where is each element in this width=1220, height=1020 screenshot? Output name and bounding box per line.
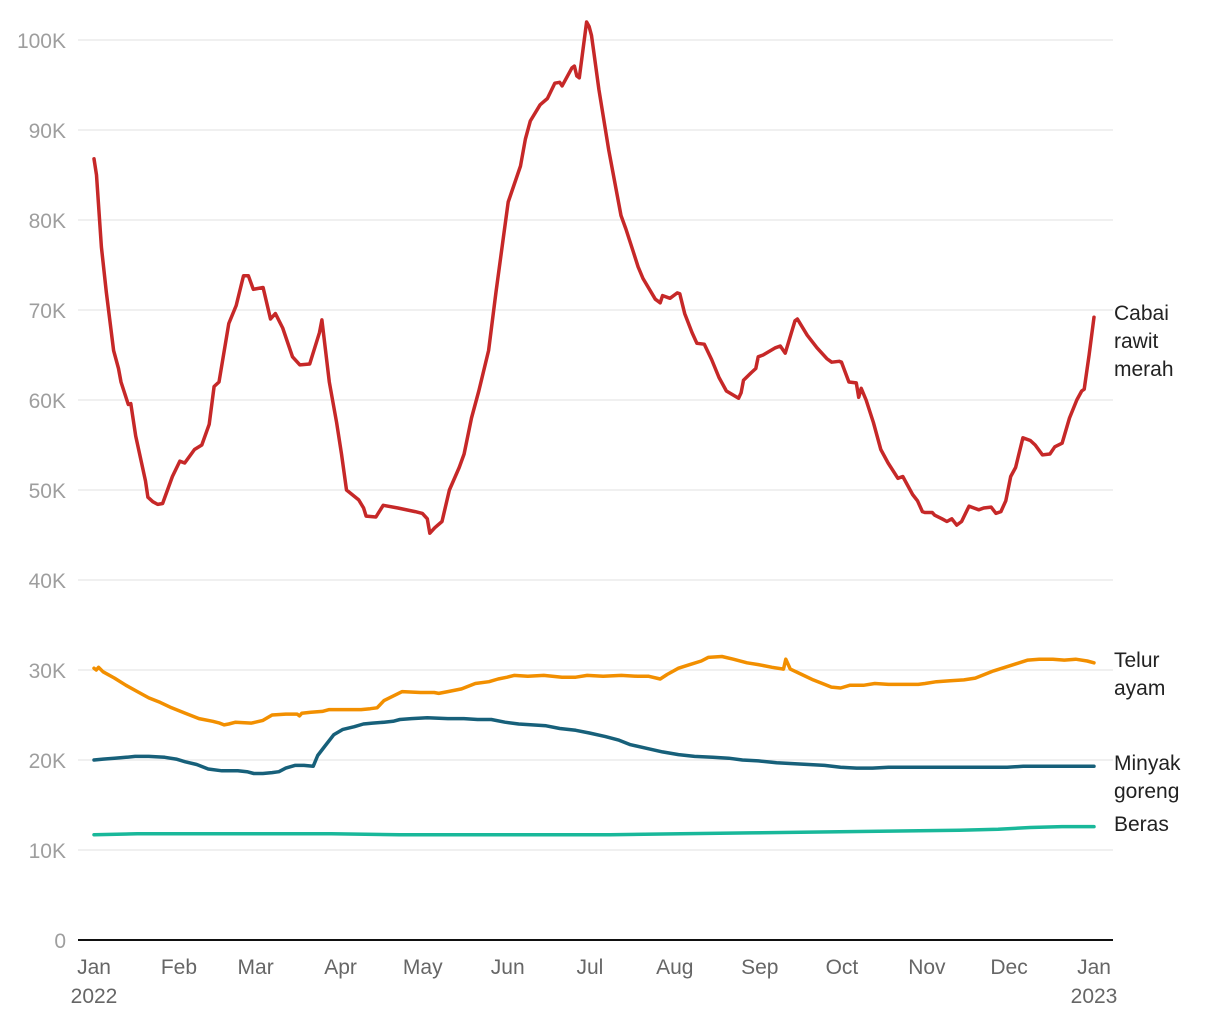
gridlines [78, 39, 1113, 851]
x-tick-label: Jan [1077, 956, 1111, 979]
y-tick-label: 20K [29, 750, 66, 773]
series-label-cabai-rawit-merah: merah [1114, 358, 1174, 381]
x-tick-year-label: 2022 [71, 985, 118, 1008]
x-tick-label: May [403, 956, 443, 979]
series-label-cabai-rawit-merah: rawit [1114, 330, 1159, 353]
y-tick-label: 60K [29, 390, 66, 413]
x-tick-label: Sep [741, 956, 778, 979]
y-tick-label: 40K [29, 570, 66, 593]
series-labels: Cabai rawit merah Telur ayam Minyak goreng Bera… [1114, 302, 1181, 836]
series-line-telur-ayam [92, 654, 1096, 727]
series-line-minyak-goreng [92, 715, 1096, 776]
y-tick-label: 0 [54, 930, 66, 953]
y-tick-label: 80K [29, 210, 66, 233]
x-tick-label: Nov [908, 956, 946, 979]
y-tick-label: 30K [29, 660, 66, 683]
series-line-cabai-rawit-merah [92, 20, 1096, 535]
x-tick-year-label: 2023 [1071, 985, 1118, 1008]
y-axis-ticks: 0 10K 20K 30K 40K 50K 60K 70K 80K 90K 100K [17, 30, 66, 953]
y-tick-label: 100K [17, 30, 66, 53]
y-tick-label: 10K [29, 840, 66, 863]
series-lines [92, 20, 1096, 837]
series-label-beras: Beras [1114, 813, 1169, 836]
y-tick-label: 70K [29, 300, 66, 323]
series-line-beras [92, 824, 1096, 837]
x-tick-label: Aug [656, 956, 693, 979]
y-tick-label: 90K [29, 120, 66, 143]
x-tick-label: Jun [491, 956, 525, 979]
x-tick-label: Jul [576, 956, 603, 979]
x-tick-label: Feb [161, 956, 197, 979]
x-tick-label: Mar [238, 956, 274, 979]
series-label-minyak-goreng: goreng [1114, 780, 1179, 803]
x-tick-label: Apr [324, 956, 357, 979]
x-tick-label: Dec [990, 956, 1027, 979]
x-tick-label: Jan [77, 956, 111, 979]
y-tick-label: 50K [29, 480, 66, 503]
x-axis-ticks: Jan 2022 Feb Mar Apr May Jun Jul Aug Sep Oct Nov Dec… [71, 956, 1118, 1008]
x-tick-label: Oct [826, 956, 859, 979]
series-label-minyak-goreng: Minyak [1114, 752, 1181, 775]
series-label-cabai-rawit-merah: Cabai [1114, 302, 1169, 325]
series-label-telur-ayam: ayam [1114, 677, 1165, 700]
series-label-telur-ayam: Telur [1114, 649, 1160, 672]
